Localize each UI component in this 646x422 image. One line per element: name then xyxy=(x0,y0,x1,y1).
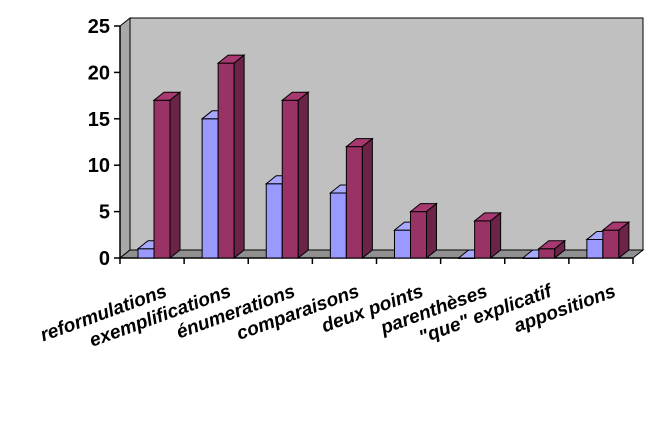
y-tick-label: 15 xyxy=(88,109,110,131)
bar xyxy=(473,211,503,260)
bars xyxy=(119,54,634,264)
bar xyxy=(216,54,246,260)
y-tick-label: 10 xyxy=(88,155,110,177)
y-tick-label: 25 xyxy=(88,16,110,38)
x-axis-ticks: reformulationsexemplificationsénumeratio… xyxy=(38,280,619,351)
bar xyxy=(152,91,182,260)
plot-side-wall xyxy=(119,16,131,260)
bar xyxy=(537,239,567,260)
bar xyxy=(280,91,310,260)
y-tick-label: 0 xyxy=(99,248,110,270)
bar xyxy=(344,137,374,260)
bar xyxy=(409,202,438,260)
y-tick-label: 20 xyxy=(88,62,110,84)
y-axis-ticks: 0 5 10 15 20 25 xyxy=(88,16,120,270)
y-tick-label: 5 xyxy=(99,202,110,224)
plot-floor xyxy=(118,249,645,259)
bar xyxy=(601,221,631,260)
